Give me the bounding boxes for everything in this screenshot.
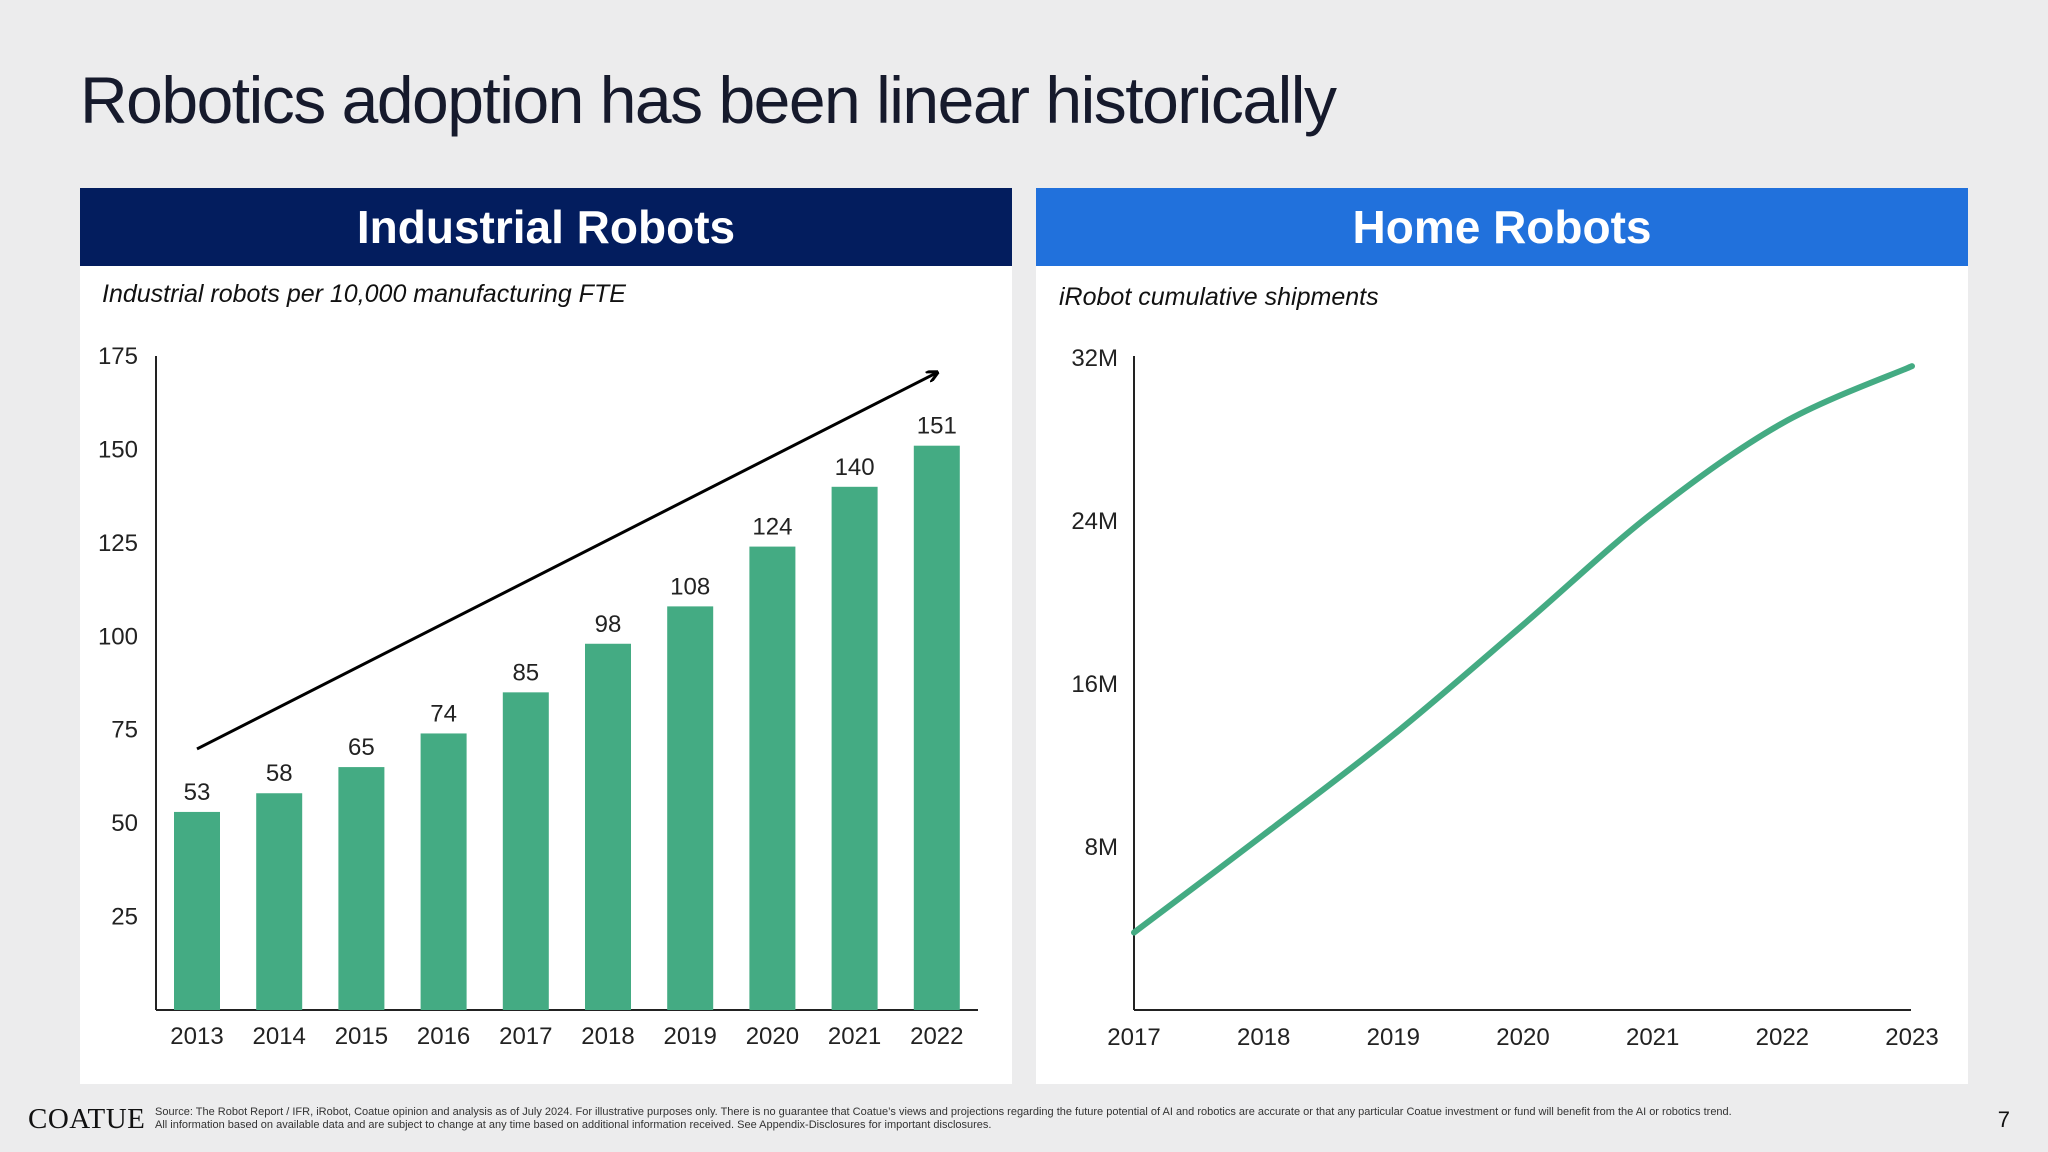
bar — [585, 643, 631, 1010]
y-tick-label: 100 — [98, 623, 138, 650]
x-tick-label: 2014 — [253, 1023, 306, 1050]
bar-value-label: 58 — [266, 760, 293, 787]
industrial-robots-panel: Industrial Robots Industrial robots per … — [80, 188, 1012, 1084]
x-tick-label: 2018 — [1237, 1024, 1290, 1051]
bar-value-label: 151 — [917, 413, 957, 440]
y-tick-label: 175 — [98, 343, 138, 370]
bar — [913, 445, 960, 1011]
slide-title: Robotics adoption has been linear histor… — [80, 63, 1337, 137]
x-tick-label: 2022 — [1756, 1024, 1809, 1051]
y-tick-label: 32M — [1071, 345, 1118, 372]
bar — [420, 733, 467, 1010]
x-tick-label: 2013 — [170, 1023, 223, 1050]
bar-value-label: 108 — [670, 573, 710, 600]
bar — [338, 767, 385, 1010]
y-tick-label: 75 — [111, 717, 138, 744]
bar-value-label: 74 — [430, 700, 457, 727]
x-tick-label: 2020 — [1496, 1024, 1549, 1051]
page-number: 7 — [1997, 1107, 2010, 1132]
bar — [174, 811, 220, 1010]
x-tick-label: 2016 — [417, 1023, 470, 1050]
x-tick-label: 2017 — [499, 1023, 552, 1050]
bar-value-label: 124 — [752, 514, 792, 541]
y-tick-label: 150 — [98, 436, 138, 463]
x-tick-label: 2018 — [581, 1023, 634, 1050]
bar — [502, 692, 549, 1010]
x-tick-label: 2021 — [1626, 1024, 1679, 1051]
bar-value-label: 140 — [835, 454, 875, 481]
y-tick-label: 50 — [111, 810, 138, 837]
x-tick-label: 2017 — [1107, 1024, 1160, 1051]
x-tick-label: 2019 — [664, 1023, 717, 1050]
x-tick-label: 2022 — [910, 1023, 963, 1050]
y-tick-label: 24M — [1071, 508, 1118, 535]
home-robots-header: Home Robots — [1036, 188, 1968, 266]
shipments-line — [1131, 363, 1915, 936]
x-tick-label: 2019 — [1367, 1024, 1420, 1051]
source-line-2: All information based on available data … — [155, 1119, 992, 1131]
y-tick-label: 125 — [98, 530, 138, 557]
bar-value-label: 65 — [348, 734, 375, 761]
home-robots-panel: Home Robots iRobot cumulative shipments … — [1036, 188, 1968, 1084]
industrial-robots-bar-chart: 25 50 75 100 125 150 175 53 2013 58 2014 65 2015 74 20… — [98, 343, 978, 1050]
bar-value-label: 53 — [184, 779, 211, 806]
x-tick-label: 2021 — [828, 1023, 881, 1050]
industrial-robots-header: Industrial Robots — [80, 188, 1012, 266]
y-tick-label: 25 — [111, 904, 138, 931]
x-tick-label: 2023 — [1885, 1024, 1938, 1051]
y-tick-label: 8M — [1085, 834, 1118, 861]
bar — [667, 606, 714, 1010]
trend-arrow — [196, 373, 937, 751]
bar-value-label: 85 — [512, 659, 539, 686]
x-tick-label: 2015 — [335, 1023, 388, 1050]
x-tick-label: 2020 — [746, 1023, 799, 1050]
y-tick-label: 16M — [1071, 671, 1118, 698]
bar — [831, 486, 878, 1010]
bar-value-label: 98 — [595, 611, 622, 638]
home-robots-subtitle: iRobot cumulative shipments — [1059, 283, 1379, 311]
source-line-1: Source: The Robot Report / IFR, iRobot, … — [155, 1106, 1732, 1118]
source-disclaimer: Source: The Robot Report / IFR, iRobot, … — [155, 1106, 1955, 1132]
coatue-logo: COATUE — [28, 1103, 146, 1135]
industrial-robots-subtitle: Industrial robots per 10,000 manufacturi… — [102, 280, 626, 308]
bar — [256, 793, 303, 1010]
home-robots-line-chart: 8M 16M 24M 32M 2017 2018 2019 2020 2021 2022 2023 — [1071, 345, 1938, 1051]
bar — [749, 546, 796, 1010]
